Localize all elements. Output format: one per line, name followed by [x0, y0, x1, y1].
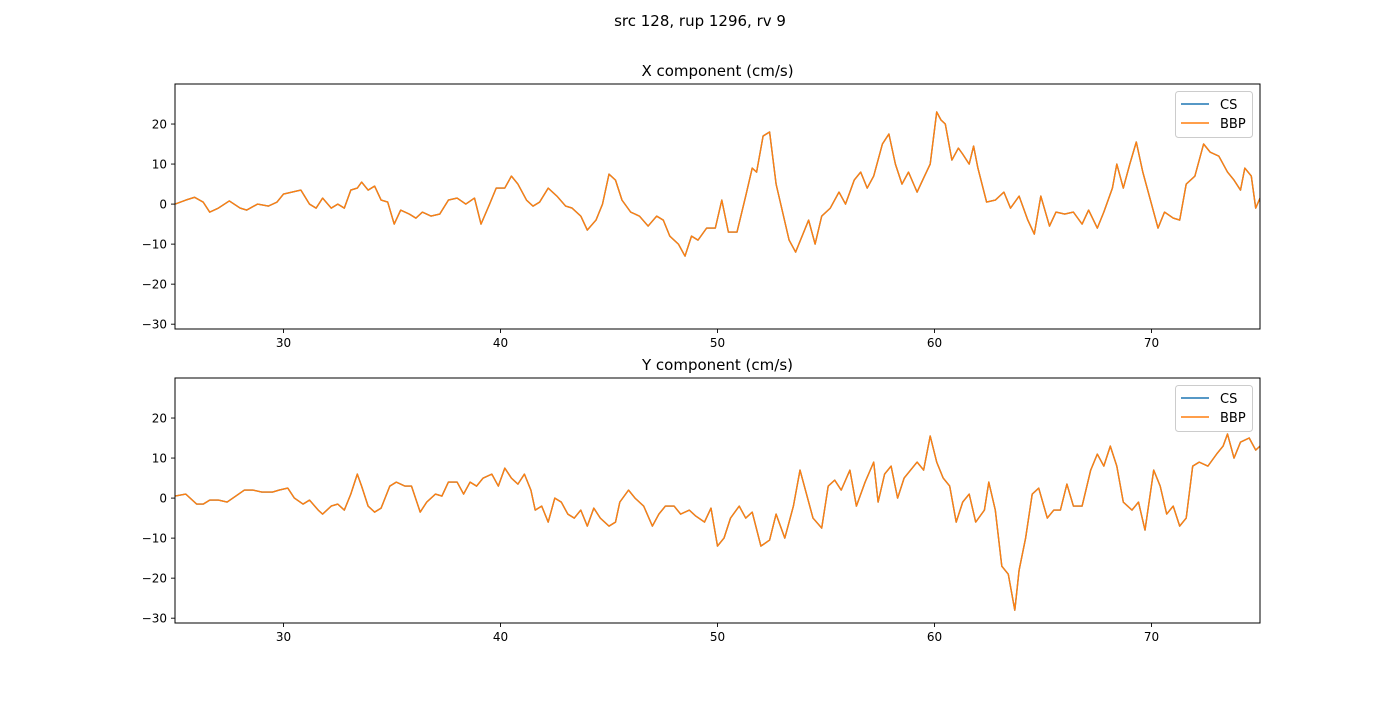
legend-label-bbp: BBP — [1220, 411, 1246, 426]
y-tick-label: 10 — [152, 158, 167, 172]
figure-suptitle: src 128, rup 1296, rv 9 — [614, 12, 786, 30]
x-tick-label: 50 — [710, 336, 725, 350]
x-tick-label: 60 — [927, 630, 942, 644]
x-tick-label: 30 — [276, 336, 291, 350]
axes-frame — [174, 377, 1261, 624]
legend: CS BBP — [1175, 385, 1253, 432]
series-line-bbp — [175, 111, 1260, 257]
legend-box — [1175, 385, 1253, 432]
subplot-2: Y component (cm/s) 30 40 50 60 70 −30 −20 −10 0 10… — [142, 356, 1261, 644]
y-tick-label: −30 — [142, 612, 167, 626]
legend: CS BBP — [1175, 91, 1253, 138]
x-tick-label: 30 — [276, 630, 291, 644]
series-line-cs — [175, 433, 1260, 611]
subplot-title: X component (cm/s) — [641, 62, 793, 80]
x-tick-label: 70 — [1144, 336, 1159, 350]
x-tick-label: 60 — [927, 336, 942, 350]
series-line-cs — [175, 111, 1260, 257]
legend-label-bbp: BBP — [1220, 117, 1246, 132]
legend-label-cs: CS — [1220, 392, 1237, 407]
x-tick-label: 40 — [493, 336, 508, 350]
y-tick-label: −10 — [142, 238, 167, 252]
x-tick-label: 40 — [493, 630, 508, 644]
y-tick-label: −20 — [142, 278, 167, 292]
y-tick-label: −20 — [142, 572, 167, 586]
legend-box — [1175, 91, 1253, 138]
legend-label-cs: CS — [1220, 98, 1237, 113]
subplot-title: Y component (cm/s) — [641, 356, 793, 374]
y-tick-label: 0 — [159, 198, 167, 212]
y-tick-label: −30 — [142, 318, 167, 332]
y-tick-label: 10 — [152, 452, 167, 466]
y-tick-label: 0 — [159, 492, 167, 506]
y-tick-label: 20 — [152, 118, 167, 132]
x-tick-label: 70 — [1144, 630, 1159, 644]
x-tick-label: 50 — [710, 630, 725, 644]
subplot-1: X component (cm/s) 30 40 50 60 70 −30 −20 −10 0 10… — [142, 62, 1261, 350]
series-line-bbp — [175, 433, 1260, 611]
y-tick-label: −10 — [142, 532, 167, 546]
axes-frame — [174, 83, 1261, 330]
y-tick-label: 20 — [152, 412, 167, 426]
